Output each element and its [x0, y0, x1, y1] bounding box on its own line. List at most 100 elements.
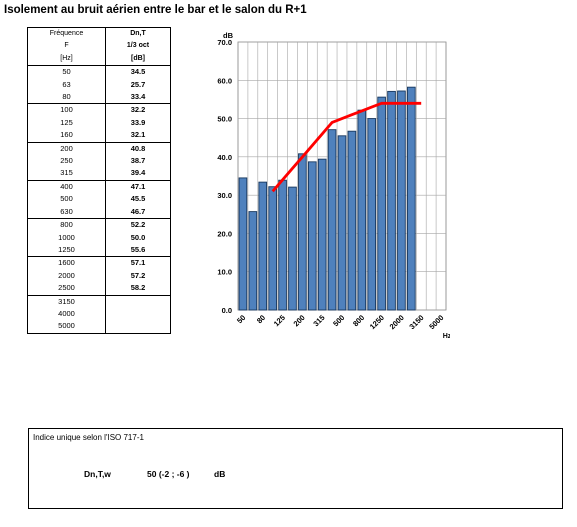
index-name: Dn,T,w [84, 469, 111, 479]
bar-315 [317, 158, 327, 311]
table-row: 3150 [27, 294, 171, 308]
x-axis-label: Hz [443, 333, 450, 340]
dnt-value-cell: 34.5 [105, 65, 171, 79]
bar-125 [278, 179, 287, 311]
dnt-value-cell: 32.1 [105, 129, 171, 143]
bar-2500 [407, 86, 416, 311]
x-tick-label: 315 [311, 313, 326, 328]
dnt-value-cell: 33.9 [105, 116, 171, 130]
dnt-value-cell: 57.1 [105, 256, 171, 270]
bar-63 [248, 211, 258, 311]
y-tick-label: 40.0 [217, 153, 232, 162]
dnt-value-cell: 52.2 [105, 218, 171, 232]
header-dnt-cell: 1/3 oct [105, 40, 171, 53]
bar-100 [268, 186, 277, 311]
dnt-value-cell: 40.8 [105, 141, 171, 156]
table-header-row: Fréquence Dn,T [27, 27, 171, 41]
frequency-cell: 63 [27, 78, 106, 92]
frequency-cell: 250 [27, 155, 106, 168]
bar-400 [327, 129, 337, 311]
dnt-value-cell: 58.2 [105, 282, 171, 296]
table-row: 630 46.7 [27, 205, 171, 219]
frequency-cell: 125 [27, 116, 106, 130]
frequency-cell: 100 [27, 103, 106, 117]
x-tick-label: 80 [255, 313, 267, 325]
table-row: 160 32.1 [27, 129, 171, 143]
bar-50 [238, 177, 248, 311]
bar-1000 [367, 118, 377, 311]
x-tick-label: 50 [235, 313, 247, 325]
dnt-value-cell: 45.5 [105, 193, 171, 206]
table-row: 80 33.4 [27, 91, 171, 104]
frequency-cell: 1000 [27, 231, 106, 244]
reference-curve-line [271, 101, 422, 193]
x-tick-label: 2000 [388, 313, 406, 331]
frequency-cell: 5000 [27, 320, 106, 334]
x-tick-label: 3150 [407, 313, 425, 331]
x-tick-label: 125 [272, 313, 287, 328]
dnt-value-cell: 32.2 [105, 103, 171, 117]
dnt-value-cell: 33.4 [105, 91, 171, 104]
bar-1600 [387, 90, 396, 311]
dnt-value-cell [105, 307, 171, 321]
header-frequency-cell: F [27, 40, 106, 53]
page-title: Isolement au bruit aérien entre le bar e… [4, 4, 307, 16]
table-row: 125 33.9 [27, 116, 171, 130]
frequency-cell: 2000 [27, 269, 106, 283]
table-row: 1600 57.1 [27, 256, 171, 270]
dnt-value-cell: 38.7 [105, 155, 171, 168]
dnt-value-cell: 47.1 [105, 179, 171, 194]
table-row: 1250 55.6 [27, 243, 171, 257]
frequency-cell: 160 [27, 129, 106, 143]
y-tick-label: 70.0 [217, 38, 232, 47]
x-tick-label: 200 [292, 313, 307, 328]
frequency-cell: 50 [27, 65, 106, 79]
frequency-cell: 80 [27, 91, 106, 104]
table-row: 4000 [27, 307, 171, 321]
frequency-cell: 1250 [27, 243, 106, 257]
dnt-value-cell: 25.7 [105, 78, 171, 92]
index-unit: dB [214, 469, 226, 479]
y-axis-label: dB [223, 31, 234, 40]
bar-500 [337, 135, 347, 311]
frequency-cell: 3150 [27, 294, 106, 308]
bar-200 [298, 153, 307, 311]
table-row: 500 45.5 [27, 193, 171, 206]
header-dnt-cell: [dB] [105, 52, 171, 66]
index-label: Indice unique selon l'ISO 717-1 [33, 433, 144, 442]
dnt-value-cell: 50.0 [105, 231, 171, 244]
frequency-cell: 2500 [27, 282, 106, 296]
table-row: 2500 58.2 [27, 282, 171, 296]
index-value: 50 (-2 ; -6 ) [147, 469, 190, 479]
dnt-value-cell [105, 294, 171, 308]
y-tick-label: 10.0 [217, 268, 232, 277]
bar-2000 [397, 90, 406, 311]
header-frequency-cell: Fréquence [27, 27, 106, 41]
frequency-cell: 4000 [27, 307, 106, 321]
dnt-value-cell: 55.6 [105, 243, 171, 257]
x-tick-label: 5000 [427, 313, 445, 331]
frequency-cell: 630 [27, 205, 106, 219]
table-header-row: [Hz] [dB] [27, 52, 171, 66]
dnt-bar-chart: 0.0 10.0 20.0 30.0 40.0 50.0 60.0 70.0dB 50 80 125… [217, 31, 450, 340]
single-index-box: Indice unique selon l'ISO 717-1 Dn,T,w 5… [28, 428, 563, 509]
header-dnt-cell: Dn,T [105, 27, 171, 41]
frequency-cell: 500 [27, 193, 106, 206]
y-tick-label: 0.0 [222, 306, 232, 315]
y-tick-label: 50.0 [217, 115, 232, 124]
frequency-cell: 315 [27, 167, 106, 181]
table-row: 63 25.7 [27, 78, 171, 92]
x-tick-label: 1250 [368, 313, 386, 331]
table-header-row: F 1/3 oct [27, 40, 171, 53]
table-row: 50 34.5 [27, 65, 171, 79]
bar-800 [357, 109, 367, 311]
y-tick-label: 20.0 [217, 229, 232, 238]
frequency-cell: 400 [27, 179, 106, 194]
bar-630 [347, 130, 357, 311]
frequency-cell: 200 [27, 141, 106, 156]
table-row: 2000 57.2 [27, 269, 171, 283]
table-row: 200 40.8 [27, 141, 171, 156]
header-frequency-cell: [Hz] [27, 52, 106, 66]
dnt-value-cell: 39.4 [105, 167, 171, 181]
frequency-table: Fréquence Dn,T F 1/3 oct [Hz] [dB] 50 34.5 63 25.… [27, 27, 171, 334]
